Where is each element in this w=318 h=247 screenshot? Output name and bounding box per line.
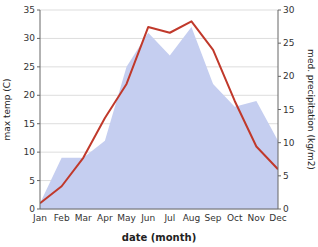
x-tick-label: Oct <box>227 213 243 223</box>
y2-tick-label: 25 <box>283 38 294 48</box>
y-tick-label: 20 <box>24 90 36 100</box>
x-tick-label: May <box>117 213 136 223</box>
x-tick-label: Feb <box>54 213 70 223</box>
x-tick-label: Mar <box>75 213 92 223</box>
y-axis-line <box>40 10 41 209</box>
grid-line <box>40 10 278 11</box>
line <box>40 21 278 203</box>
grid-line <box>40 38 278 39</box>
y2-tick-label: 20 <box>283 71 295 81</box>
y-tick-label: 35 <box>24 5 35 15</box>
y2-tick-label: 10 <box>283 138 295 148</box>
axes: 05101520253035051015202530 <box>24 5 295 214</box>
x-tick-label: Jan <box>32 213 47 223</box>
x-tick-label: Dec <box>269 213 286 223</box>
y2-axis-label: med. precipitation (kg/m2) <box>306 49 316 170</box>
x-tick-label: Apr <box>97 213 113 223</box>
x-tick-label: Sep <box>205 213 222 223</box>
y2-tick-label: 30 <box>283 5 295 15</box>
y-tick-label: 25 <box>24 62 35 72</box>
x-tick-label: Aug <box>183 213 201 223</box>
chart: 05101520253035051015202530JanFebMarAprMa… <box>0 0 318 247</box>
plot-area <box>40 21 278 209</box>
y2-axis-line <box>278 10 279 209</box>
x-axis-line <box>40 209 278 210</box>
x-tick-label: Jun <box>140 213 155 223</box>
y-tick-label: 5 <box>29 176 35 186</box>
x-tick-label: Nov <box>248 213 266 223</box>
y2-tick-label: 5 <box>283 171 289 181</box>
y2-tick-label: 15 <box>283 105 294 115</box>
y-tick-label: 15 <box>24 119 35 129</box>
y-tick-label: 30 <box>24 33 36 43</box>
y-axis-label: max temp (C) <box>2 78 12 140</box>
y-tick-label: 10 <box>24 147 36 157</box>
grid-line <box>40 209 278 210</box>
x-tick-label: Jul <box>163 213 175 223</box>
x-axis-label: date (month) <box>122 232 196 243</box>
